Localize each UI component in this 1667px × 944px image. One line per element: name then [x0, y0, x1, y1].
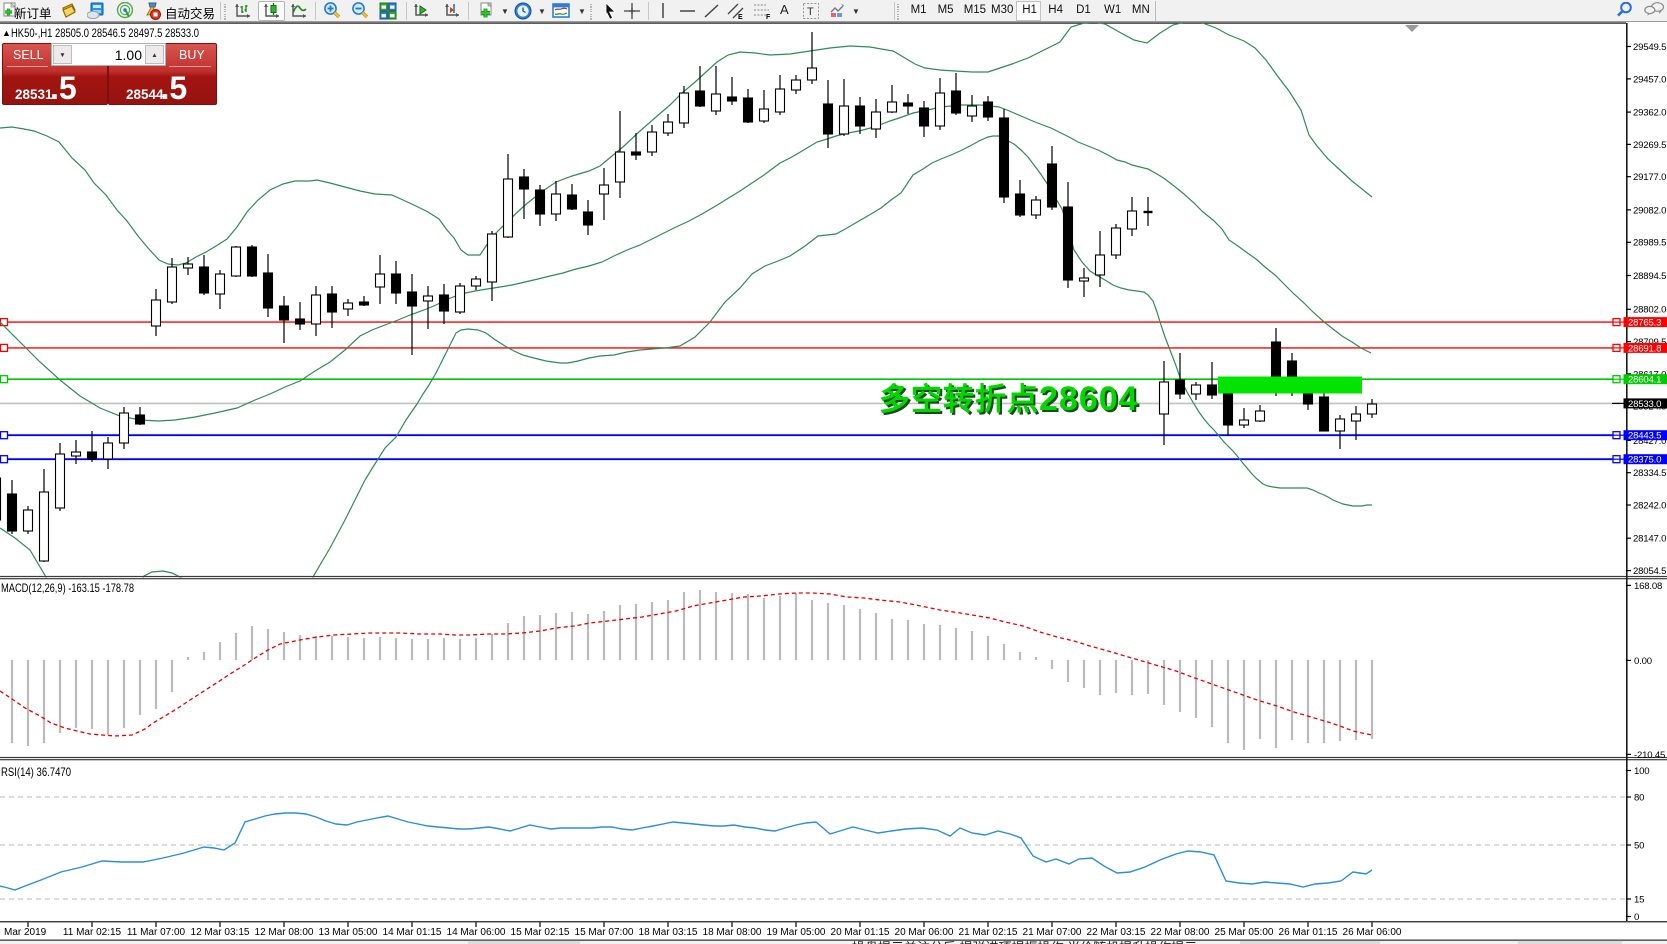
svg-text:T: T — [807, 6, 814, 18]
svg-text:28375.0: 28375.0 — [1628, 455, 1661, 466]
svg-text:15: 15 — [1634, 895, 1644, 906]
svg-text:11 Mar 02:15: 11 Mar 02:15 — [63, 927, 122, 938]
svg-text:29549.5: 29549.5 — [1633, 42, 1666, 53]
svg-text:13 Mar 05:00: 13 Mar 05:00 — [319, 927, 378, 938]
svg-text:26 Mar 01:15: 26 Mar 01:15 — [1279, 927, 1338, 938]
svg-text:28604.1: 28604.1 — [1628, 375, 1661, 386]
svg-text:29269.5: 29269.5 — [1633, 140, 1666, 151]
svg-text:14 Mar 06:00: 14 Mar 06:00 — [447, 927, 506, 938]
svg-text:12 Mar 08:00: 12 Mar 08:00 — [255, 927, 314, 938]
svg-text:E: E — [738, 14, 743, 20]
svg-text:28427.0: 28427.0 — [1633, 436, 1666, 447]
svg-text:15 Mar 02:15: 15 Mar 02:15 — [511, 927, 570, 938]
svg-text:HK50-,H1 28505.0 28546.5 2849: HK50-,H1 28505.0 28546.5 28497.5 28533.0 — [11, 26, 199, 40]
svg-text:RSI(14) 36.7470: RSI(14) 36.7470 — [1, 765, 71, 779]
svg-text:18 Mar 08:00: 18 Mar 08:00 — [703, 927, 762, 938]
svg-text:29082.0: 29082.0 — [1633, 205, 1666, 216]
svg-text:29177.0: 29177.0 — [1633, 172, 1666, 183]
svg-text:28691.8: 28691.8 — [1628, 343, 1661, 354]
svg-text:29362.0: 29362.0 — [1633, 108, 1666, 119]
svg-text:168.08: 168.08 — [1634, 581, 1662, 592]
svg-text:50: 50 — [1634, 841, 1644, 852]
svg-text:19 Mar 05:00: 19 Mar 05:00 — [767, 927, 826, 938]
svg-text:21 Mar 02:15: 21 Mar 02:15 — [959, 927, 1018, 938]
svg-text:▲: ▲ — [2, 28, 11, 38]
svg-text:28054.5: 28054.5 — [1633, 566, 1666, 577]
svg-text:28709.5: 28709.5 — [1633, 337, 1666, 348]
svg-text:-210.45: -210.45 — [1634, 750, 1665, 761]
svg-text:28443.5: 28443.5 — [1628, 431, 1661, 442]
svg-text:28765.3: 28765.3 — [1628, 318, 1661, 329]
svg-text:80: 80 — [1634, 793, 1644, 804]
svg-text:14 Mar 01:15: 14 Mar 01:15 — [383, 927, 442, 938]
svg-text:100: 100 — [1634, 766, 1649, 777]
svg-text:28334.5: 28334.5 — [1633, 468, 1666, 479]
svg-text:26 Mar 06:00: 26 Mar 06:00 — [1343, 927, 1402, 938]
svg-text:12 Mar 03:15: 12 Mar 03:15 — [191, 927, 250, 938]
svg-text:操盘提示关注分后,提弹进项提振操作,当价随机提升操作提示: 操盘提示关注分后,提弹进项提振操作,当价随机提升操作提示 — [852, 940, 1197, 944]
svg-text:25 Mar 05:00: 25 Mar 05:00 — [1215, 927, 1274, 938]
svg-text:0.00: 0.00 — [1634, 656, 1652, 667]
svg-text:28242.0: 28242.0 — [1633, 500, 1666, 511]
svg-text:21 Mar 07:00: 21 Mar 07:00 — [1023, 927, 1082, 938]
svg-text:多空转折点28604: 多空转折点28604 — [879, 380, 1139, 418]
svg-text:22 Mar 08:00: 22 Mar 08:00 — [1151, 927, 1210, 938]
svg-text:11 Mar 07:00: 11 Mar 07:00 — [127, 927, 186, 938]
svg-text:20 Mar 01:15: 20 Mar 01:15 — [831, 927, 890, 938]
svg-text:29457.0: 29457.0 — [1633, 74, 1666, 85]
svg-text:F: F — [766, 14, 771, 20]
svg-text:Mar 2019: Mar 2019 — [4, 927, 47, 938]
svg-text:28989.5: 28989.5 — [1633, 238, 1666, 249]
svg-text:28147.0: 28147.0 — [1633, 534, 1666, 545]
svg-text:多空转折点28604: 多空转折点28604 — [881, 382, 1141, 420]
svg-text:28802.0: 28802.0 — [1633, 305, 1666, 316]
svg-text:MACD(12,26,9) -163.15 -178.78: MACD(12,26,9) -163.15 -178.78 — [1, 581, 134, 595]
svg-text:22 Mar 03:15: 22 Mar 03:15 — [1087, 927, 1146, 938]
svg-text:15 Mar 07:00: 15 Mar 07:00 — [575, 927, 634, 938]
svg-text:20 Mar 06:00: 20 Mar 06:00 — [895, 927, 954, 938]
svg-text:0: 0 — [1634, 912, 1639, 923]
svg-text:18 Mar 03:15: 18 Mar 03:15 — [639, 927, 698, 938]
svg-text:28533.0: 28533.0 — [1628, 399, 1661, 410]
svg-text:28894.5: 28894.5 — [1633, 271, 1666, 282]
